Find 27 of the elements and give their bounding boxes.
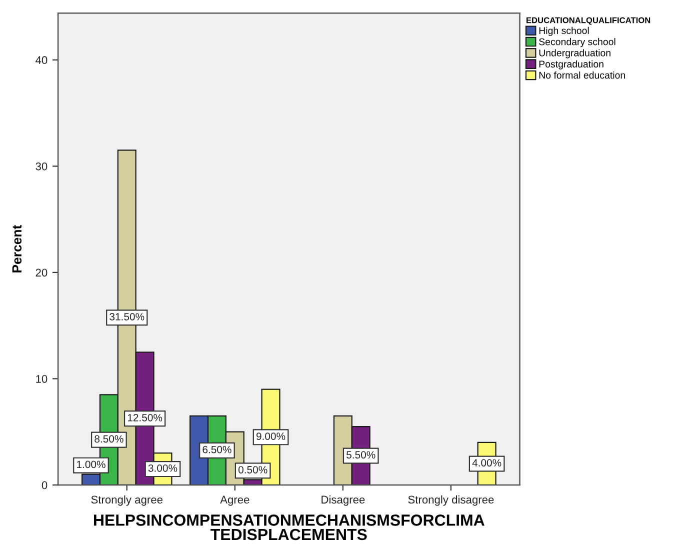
- y-tick-label: 20: [36, 268, 48, 277]
- y-tick-label: 0: [42, 481, 48, 490]
- data-label: 6.50%: [202, 446, 232, 454]
- y-tick-label: 30: [36, 162, 48, 170]
- data-label: 3.00%: [148, 464, 178, 472]
- data-label: 4.00%: [472, 459, 502, 467]
- x-tick-label: Strongly agree: [91, 495, 163, 506]
- legend-title: EDUCATIONALQUALIFICATION: [526, 17, 650, 25]
- y-tick-label: 40: [36, 56, 48, 64]
- y-axis-title: Percent: [12, 225, 22, 272]
- data-label: 9.00%: [256, 432, 286, 440]
- legend-label: High school: [539, 26, 589, 36]
- data-label: 0.50%: [238, 466, 268, 474]
- legend-label: No formal education: [539, 72, 625, 79]
- data-label: 12.50%: [128, 414, 162, 422]
- x-axis-title: HELPSINCOMPENSATIONMECHANISMSFORCLIMA TEDISPLACEMENTS: [94, 514, 484, 540]
- legend-label: Postgraduation: [539, 60, 604, 70]
- data-label: 8.50%: [94, 435, 124, 443]
- data-label: 1.00%: [77, 460, 106, 468]
- y-tick-label: 10: [36, 374, 48, 383]
- x-tick-label: Agree: [220, 496, 250, 506]
- data-label: 31.50%: [110, 313, 144, 320]
- data-label: 5.50%: [346, 451, 376, 459]
- legend-label: Undergraduation: [539, 49, 610, 58]
- x-tick-label: Disagree: [322, 495, 365, 506]
- legend-label: Secondary school: [539, 38, 616, 48]
- x-tick-label: Strongly disagree: [408, 495, 494, 506]
